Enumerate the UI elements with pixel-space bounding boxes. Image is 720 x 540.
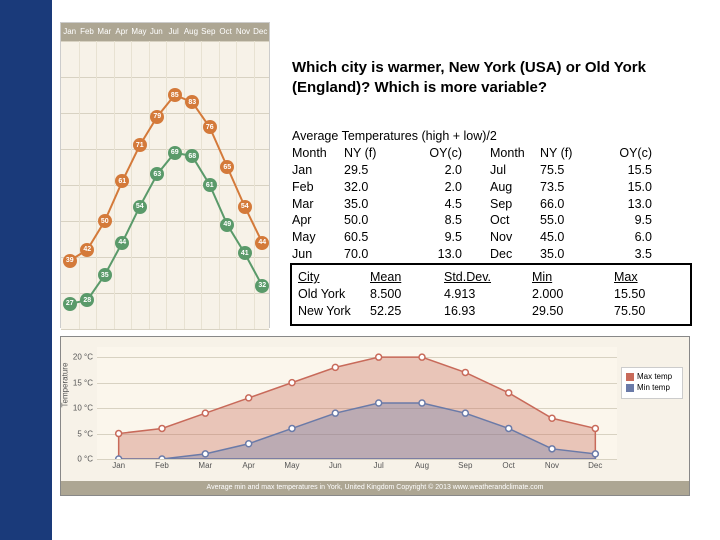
chart1-point: 68 (185, 149, 199, 163)
chart1-point: 41 (238, 246, 252, 260)
chart1-point: 44 (115, 236, 129, 250)
chart1-point: 44 (255, 236, 269, 250)
chart1-point: 71 (133, 138, 147, 152)
chart1-month-label: Aug (182, 23, 199, 41)
chart1-month-label: Jan (61, 23, 78, 41)
chart1-point: 54 (133, 200, 147, 214)
oldyork-temp-chart: Temperature 0 °C5 °C10 °C15 °C20 °C Max … (60, 336, 690, 496)
chart2-yaxis: Temperature 0 °C5 °C10 °C15 °C20 °C (67, 347, 95, 459)
chart1-point: 69 (168, 146, 182, 160)
chart1-point: 63 (150, 167, 164, 181)
temperature-data-table: Average Temperatures (high + low)/2 Mont… (292, 128, 652, 263)
chart1-month-label: Oct (217, 23, 234, 41)
chart1-point: 32 (255, 279, 269, 293)
legend-max-label: Max temp (637, 372, 672, 381)
chart1-point: 39 (63, 254, 77, 268)
chart1-point: 76 (203, 120, 217, 134)
chart1-month-label: Apr (113, 23, 130, 41)
chart1-month-label: Nov (234, 23, 251, 41)
chart1-month-label: Jun (148, 23, 165, 41)
chart1-point: 85 (168, 88, 182, 102)
chart2-ytitle: Temperature (61, 363, 70, 408)
left-blue-bar (0, 0, 52, 540)
chart1-point: 35 (98, 268, 112, 282)
chart1-point: 79 (150, 110, 164, 124)
chart1-lines (61, 41, 271, 329)
chart1-point: 49 (220, 218, 234, 232)
chart2-plot-area (97, 347, 617, 459)
chart2-footer: Average min and max temperatures in York… (61, 481, 689, 495)
chart1-point: 65 (220, 160, 234, 174)
chart1-point: 42 (80, 243, 94, 257)
chart2-areas (97, 347, 617, 459)
chart1-plot-area: 3942 50 61 7179 8583 76 65 54 44 2728 35 44 54 63 6968… (61, 41, 269, 329)
question-text: Which city is warmer, New York (USA) or … (292, 58, 692, 97)
chart1-point: 50 (98, 214, 112, 228)
legend-max-swatch (626, 373, 634, 381)
chart1-point: 27 (63, 297, 77, 311)
chart1-month-label: May (130, 23, 147, 41)
ny-temp-chart: JanFebMarAprMayJunJulAugSepOctNovDec 394… (60, 22, 270, 328)
chart1-month-label: Feb (78, 23, 95, 41)
summary-stats-box: CityMeanStd.Dev.MinMaxOld York8.5004.913… (290, 263, 692, 326)
chart1-point: 28 (80, 293, 94, 307)
chart1-point: 61 (115, 174, 129, 188)
legend-min-label: Min temp (637, 383, 670, 392)
chart1-month-header: JanFebMarAprMayJunJulAugSepOctNovDec (61, 23, 269, 41)
chart1-month-label: Jul (165, 23, 182, 41)
data-title: Average Temperatures (high + low)/2 (292, 128, 652, 145)
chart2-legend: Max temp Min temp (621, 367, 683, 399)
chart1-point: 83 (185, 95, 199, 109)
chart1-point: 61 (203, 178, 217, 192)
legend-min-swatch (626, 384, 634, 392)
chart2-xaxis: JanFebMarAprMayJunJulAugSepOctNovDec (97, 461, 617, 470)
chart1-month-label: Dec (252, 23, 269, 41)
chart1-month-label: Mar (96, 23, 113, 41)
chart1-month-label: Sep (200, 23, 217, 41)
chart1-point: 54 (238, 200, 252, 214)
